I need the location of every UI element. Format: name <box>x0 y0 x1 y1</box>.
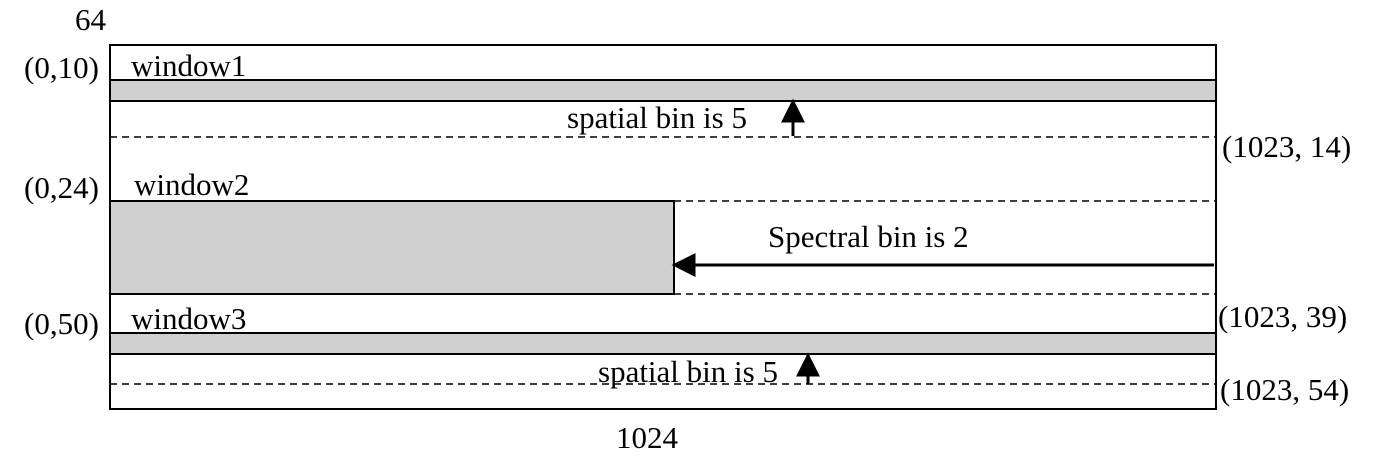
width-label: 1024 <box>616 420 679 455</box>
window3-label: window3 <box>131 301 246 336</box>
window3-start-coordinate: (0,50) <box>24 306 99 341</box>
window1-start-coordinate: (0,10) <box>24 50 99 85</box>
spectral-bin-label: Spectral bin is 2 <box>768 219 969 254</box>
window2-end-coordinate: (1023, 39) <box>1218 299 1347 334</box>
window1-end-coordinate: (1023, 14) <box>1222 129 1351 164</box>
spatial-bin-label-3: spatial bin is 5 <box>598 354 778 389</box>
window1-label: window1 <box>131 48 246 83</box>
window3-end-coordinate: (1023, 54) <box>1220 372 1349 407</box>
window3-band <box>109 332 1217 355</box>
window2-band <box>109 200 675 295</box>
window2-start-coordinate: (0,24) <box>24 170 99 205</box>
spatial-bin-label-1: spatial bin is 5 <box>567 100 747 135</box>
window1-band <box>109 79 1217 102</box>
window2-label: window2 <box>134 167 249 202</box>
height-label: 64 <box>75 2 107 37</box>
